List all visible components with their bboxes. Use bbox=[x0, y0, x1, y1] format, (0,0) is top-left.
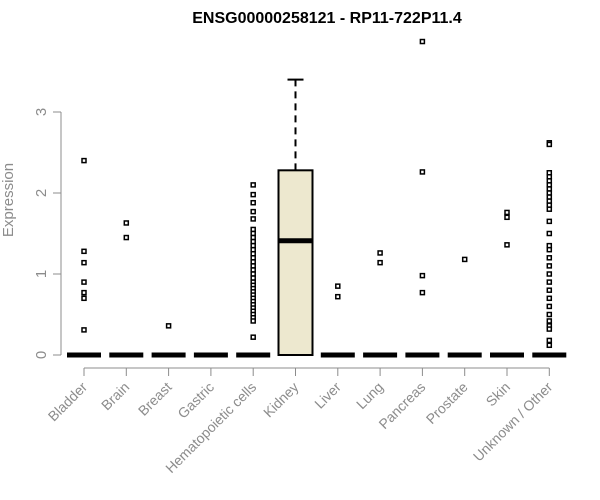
outlier-point bbox=[546, 342, 553, 349]
outlier-point bbox=[250, 199, 256, 206]
outlier-point bbox=[546, 295, 553, 302]
outlier-point bbox=[165, 323, 172, 329]
outlier-point bbox=[377, 259, 383, 266]
category-label: Prostate bbox=[423, 379, 471, 427]
outlier-point bbox=[504, 242, 510, 248]
outlier-point bbox=[546, 326, 553, 332]
y-tick-label: 0 bbox=[33, 351, 50, 359]
category-label: Liver bbox=[311, 379, 344, 412]
outlier-point bbox=[546, 337, 553, 344]
category-label: Unknown / Other bbox=[470, 379, 556, 465]
outlier-point bbox=[123, 220, 130, 226]
outlier-point bbox=[546, 279, 553, 285]
category-label: Lung bbox=[353, 379, 386, 412]
y-tick-label: 1 bbox=[33, 270, 50, 278]
category-label: Bladder bbox=[45, 379, 91, 425]
y-tick-label: 3 bbox=[33, 108, 50, 116]
outlier-point bbox=[546, 311, 553, 318]
outlier-point bbox=[377, 250, 383, 256]
outlier-point bbox=[250, 334, 256, 340]
outlier-point bbox=[546, 230, 553, 237]
outlier-point bbox=[546, 246, 553, 253]
outlier-point bbox=[81, 259, 87, 266]
outlier-point bbox=[335, 283, 341, 289]
outlier-point bbox=[504, 214, 510, 221]
chart-title: ENSG00000258121 - RP11-722P11.4 bbox=[192, 10, 462, 27]
outlier-point bbox=[546, 303, 553, 310]
outlier-point bbox=[123, 234, 130, 241]
outlier-point bbox=[546, 255, 553, 261]
outlier-point bbox=[546, 141, 553, 148]
outlier-point bbox=[81, 279, 87, 285]
outlier-point bbox=[250, 216, 256, 222]
outlier-point bbox=[335, 293, 341, 300]
outlier-point bbox=[81, 248, 87, 255]
category-label: Skin bbox=[483, 379, 514, 410]
category-label: Pancreas bbox=[375, 379, 428, 432]
outlier-point bbox=[419, 169, 426, 175]
category-label: Brain bbox=[98, 379, 132, 413]
outlier-point bbox=[546, 318, 553, 324]
outlier-point bbox=[250, 318, 256, 324]
outlier-point bbox=[461, 256, 468, 263]
box bbox=[277, 169, 314, 356]
outlier-point bbox=[81, 327, 87, 333]
outlier-point bbox=[419, 272, 426, 279]
outlier-point bbox=[250, 191, 256, 198]
outlier-point bbox=[250, 208, 256, 215]
outlier-point bbox=[81, 295, 87, 302]
outlier-point bbox=[81, 157, 87, 164]
outlier-point bbox=[419, 289, 426, 296]
outlier-point bbox=[81, 289, 87, 296]
outlier-point bbox=[546, 206, 553, 212]
outlier-point bbox=[546, 218, 553, 225]
outlier-point bbox=[250, 182, 256, 188]
outlier-point bbox=[546, 271, 553, 277]
category-label: Breast bbox=[135, 379, 175, 419]
y-tick-label: 2 bbox=[33, 189, 50, 197]
category-label: Kidney bbox=[260, 379, 302, 421]
y-axis-label: Expression bbox=[0, 163, 17, 237]
outlier-point bbox=[546, 287, 553, 293]
outlier-point bbox=[504, 209, 510, 216]
outlier-point bbox=[419, 38, 426, 45]
outlier-point bbox=[546, 263, 553, 269]
